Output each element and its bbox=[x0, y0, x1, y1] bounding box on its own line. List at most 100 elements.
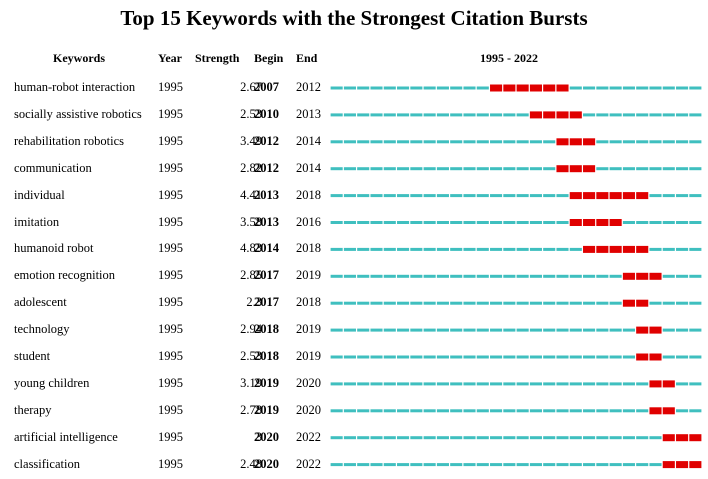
strength-cell: 3.58 bbox=[240, 214, 262, 229]
strength-cell: 4.41 bbox=[240, 187, 262, 202]
burst-segment bbox=[556, 165, 569, 173]
begin-cell: 2018 bbox=[254, 349, 279, 363]
timeline-segment bbox=[490, 301, 503, 305]
timeline-segment bbox=[529, 436, 542, 440]
timeline-segment bbox=[436, 113, 449, 117]
timeline-segment bbox=[676, 274, 689, 278]
timeline-segment bbox=[676, 86, 689, 90]
timeline-segment bbox=[529, 328, 542, 332]
keyword-cell: technology bbox=[14, 322, 70, 337]
burst-segment bbox=[569, 111, 582, 119]
timeline-segment bbox=[423, 167, 436, 171]
begin-cell: 2019 bbox=[254, 375, 279, 390]
burst-timeline bbox=[330, 138, 702, 146]
timeline-segment bbox=[423, 328, 436, 332]
strength-cell: 2.85 bbox=[240, 268, 262, 283]
timeline-segment bbox=[476, 274, 489, 278]
timeline-segment bbox=[583, 113, 596, 117]
timeline-segment bbox=[450, 194, 463, 198]
timeline-segment bbox=[410, 221, 423, 224]
timeline-segment bbox=[490, 140, 503, 144]
timeline-segment bbox=[529, 355, 542, 359]
timeline-segment bbox=[397, 382, 410, 386]
timeline-segment bbox=[463, 436, 476, 440]
burst-timeline bbox=[330, 380, 702, 388]
timeline-segment bbox=[529, 409, 542, 413]
timeline-segment bbox=[463, 113, 476, 117]
timeline-segment bbox=[463, 355, 476, 359]
timeline-segment bbox=[357, 167, 370, 171]
timeline-segment bbox=[463, 382, 476, 386]
timeline-segment bbox=[689, 194, 702, 198]
timeline-segment bbox=[503, 463, 516, 467]
timeline-segment bbox=[676, 409, 689, 413]
burst-segment bbox=[649, 380, 662, 388]
timeline-segment bbox=[609, 167, 622, 171]
timeline-segment bbox=[463, 167, 476, 171]
burst-segment bbox=[662, 380, 675, 388]
timeline-segment bbox=[343, 113, 356, 117]
timeline-segment bbox=[569, 409, 582, 413]
timeline-segment bbox=[649, 167, 662, 171]
burst-segment bbox=[609, 245, 622, 253]
timeline-segment bbox=[330, 328, 343, 332]
timeline-segment bbox=[370, 328, 383, 332]
timeline-segment bbox=[450, 436, 463, 440]
timeline-segment bbox=[330, 436, 343, 440]
timeline-segment bbox=[370, 274, 383, 278]
burst-segment bbox=[636, 299, 649, 307]
burst-timeline bbox=[330, 434, 702, 442]
burst-segment bbox=[662, 434, 675, 442]
timeline-segment bbox=[397, 86, 410, 90]
timeline-segment bbox=[649, 436, 662, 440]
timeline-segment bbox=[543, 463, 556, 467]
timeline-segment bbox=[463, 140, 476, 144]
burst-segment bbox=[583, 138, 596, 146]
timeline-segment bbox=[476, 436, 489, 440]
timeline-segment bbox=[649, 113, 662, 117]
timeline-segment bbox=[636, 382, 649, 386]
timeline-segment bbox=[490, 436, 503, 440]
begin-cell: 2018 bbox=[254, 322, 279, 337]
timeline-segment bbox=[370, 436, 383, 440]
timeline-segment bbox=[423, 113, 436, 117]
timeline-segment bbox=[503, 140, 516, 144]
year-cell: 1995 bbox=[158, 214, 183, 229]
keyword-cell: socially assistive robotics bbox=[14, 106, 142, 121]
timeline-segment bbox=[476, 221, 489, 224]
timeline-segment bbox=[330, 167, 343, 171]
timeline-segment bbox=[556, 328, 569, 332]
timeline-segment bbox=[503, 409, 516, 413]
timeline-segment bbox=[596, 86, 609, 90]
burst-segment bbox=[503, 84, 516, 92]
timeline-segment bbox=[423, 140, 436, 144]
timeline-segment bbox=[662, 86, 675, 90]
timeline-segment bbox=[596, 382, 609, 386]
begin-cell: 2013 bbox=[254, 187, 279, 202]
timeline-segment bbox=[689, 221, 702, 224]
strength-cell: 2.82 bbox=[240, 160, 262, 175]
timeline-segment bbox=[583, 274, 596, 278]
timeline-segment bbox=[343, 463, 356, 467]
table-row: socially assistive robotics 1995 2.53 2010 2… bbox=[0, 105, 708, 123]
timeline-segment bbox=[689, 301, 702, 305]
timeline-segment bbox=[583, 355, 596, 359]
burst-timeline bbox=[330, 84, 702, 92]
timeline-segment bbox=[476, 463, 489, 467]
timeline-segment bbox=[450, 409, 463, 413]
burst-segment bbox=[636, 326, 649, 334]
timeline-segment bbox=[330, 86, 343, 90]
timeline-segment bbox=[609, 463, 622, 467]
timeline-segment bbox=[436, 328, 449, 332]
strength-cell: 3.19 bbox=[240, 375, 262, 390]
timeline-segment bbox=[423, 194, 436, 198]
timeline-segment bbox=[636, 463, 649, 467]
timeline-segment bbox=[543, 436, 556, 440]
burst-segment bbox=[622, 245, 635, 253]
timeline-segment bbox=[397, 247, 410, 251]
timeline-segment bbox=[529, 167, 542, 171]
timeline-segment bbox=[383, 86, 396, 90]
strength-cell: 2.78 bbox=[240, 402, 262, 417]
timeline-segment bbox=[343, 382, 356, 386]
timeline-segment bbox=[503, 167, 516, 171]
